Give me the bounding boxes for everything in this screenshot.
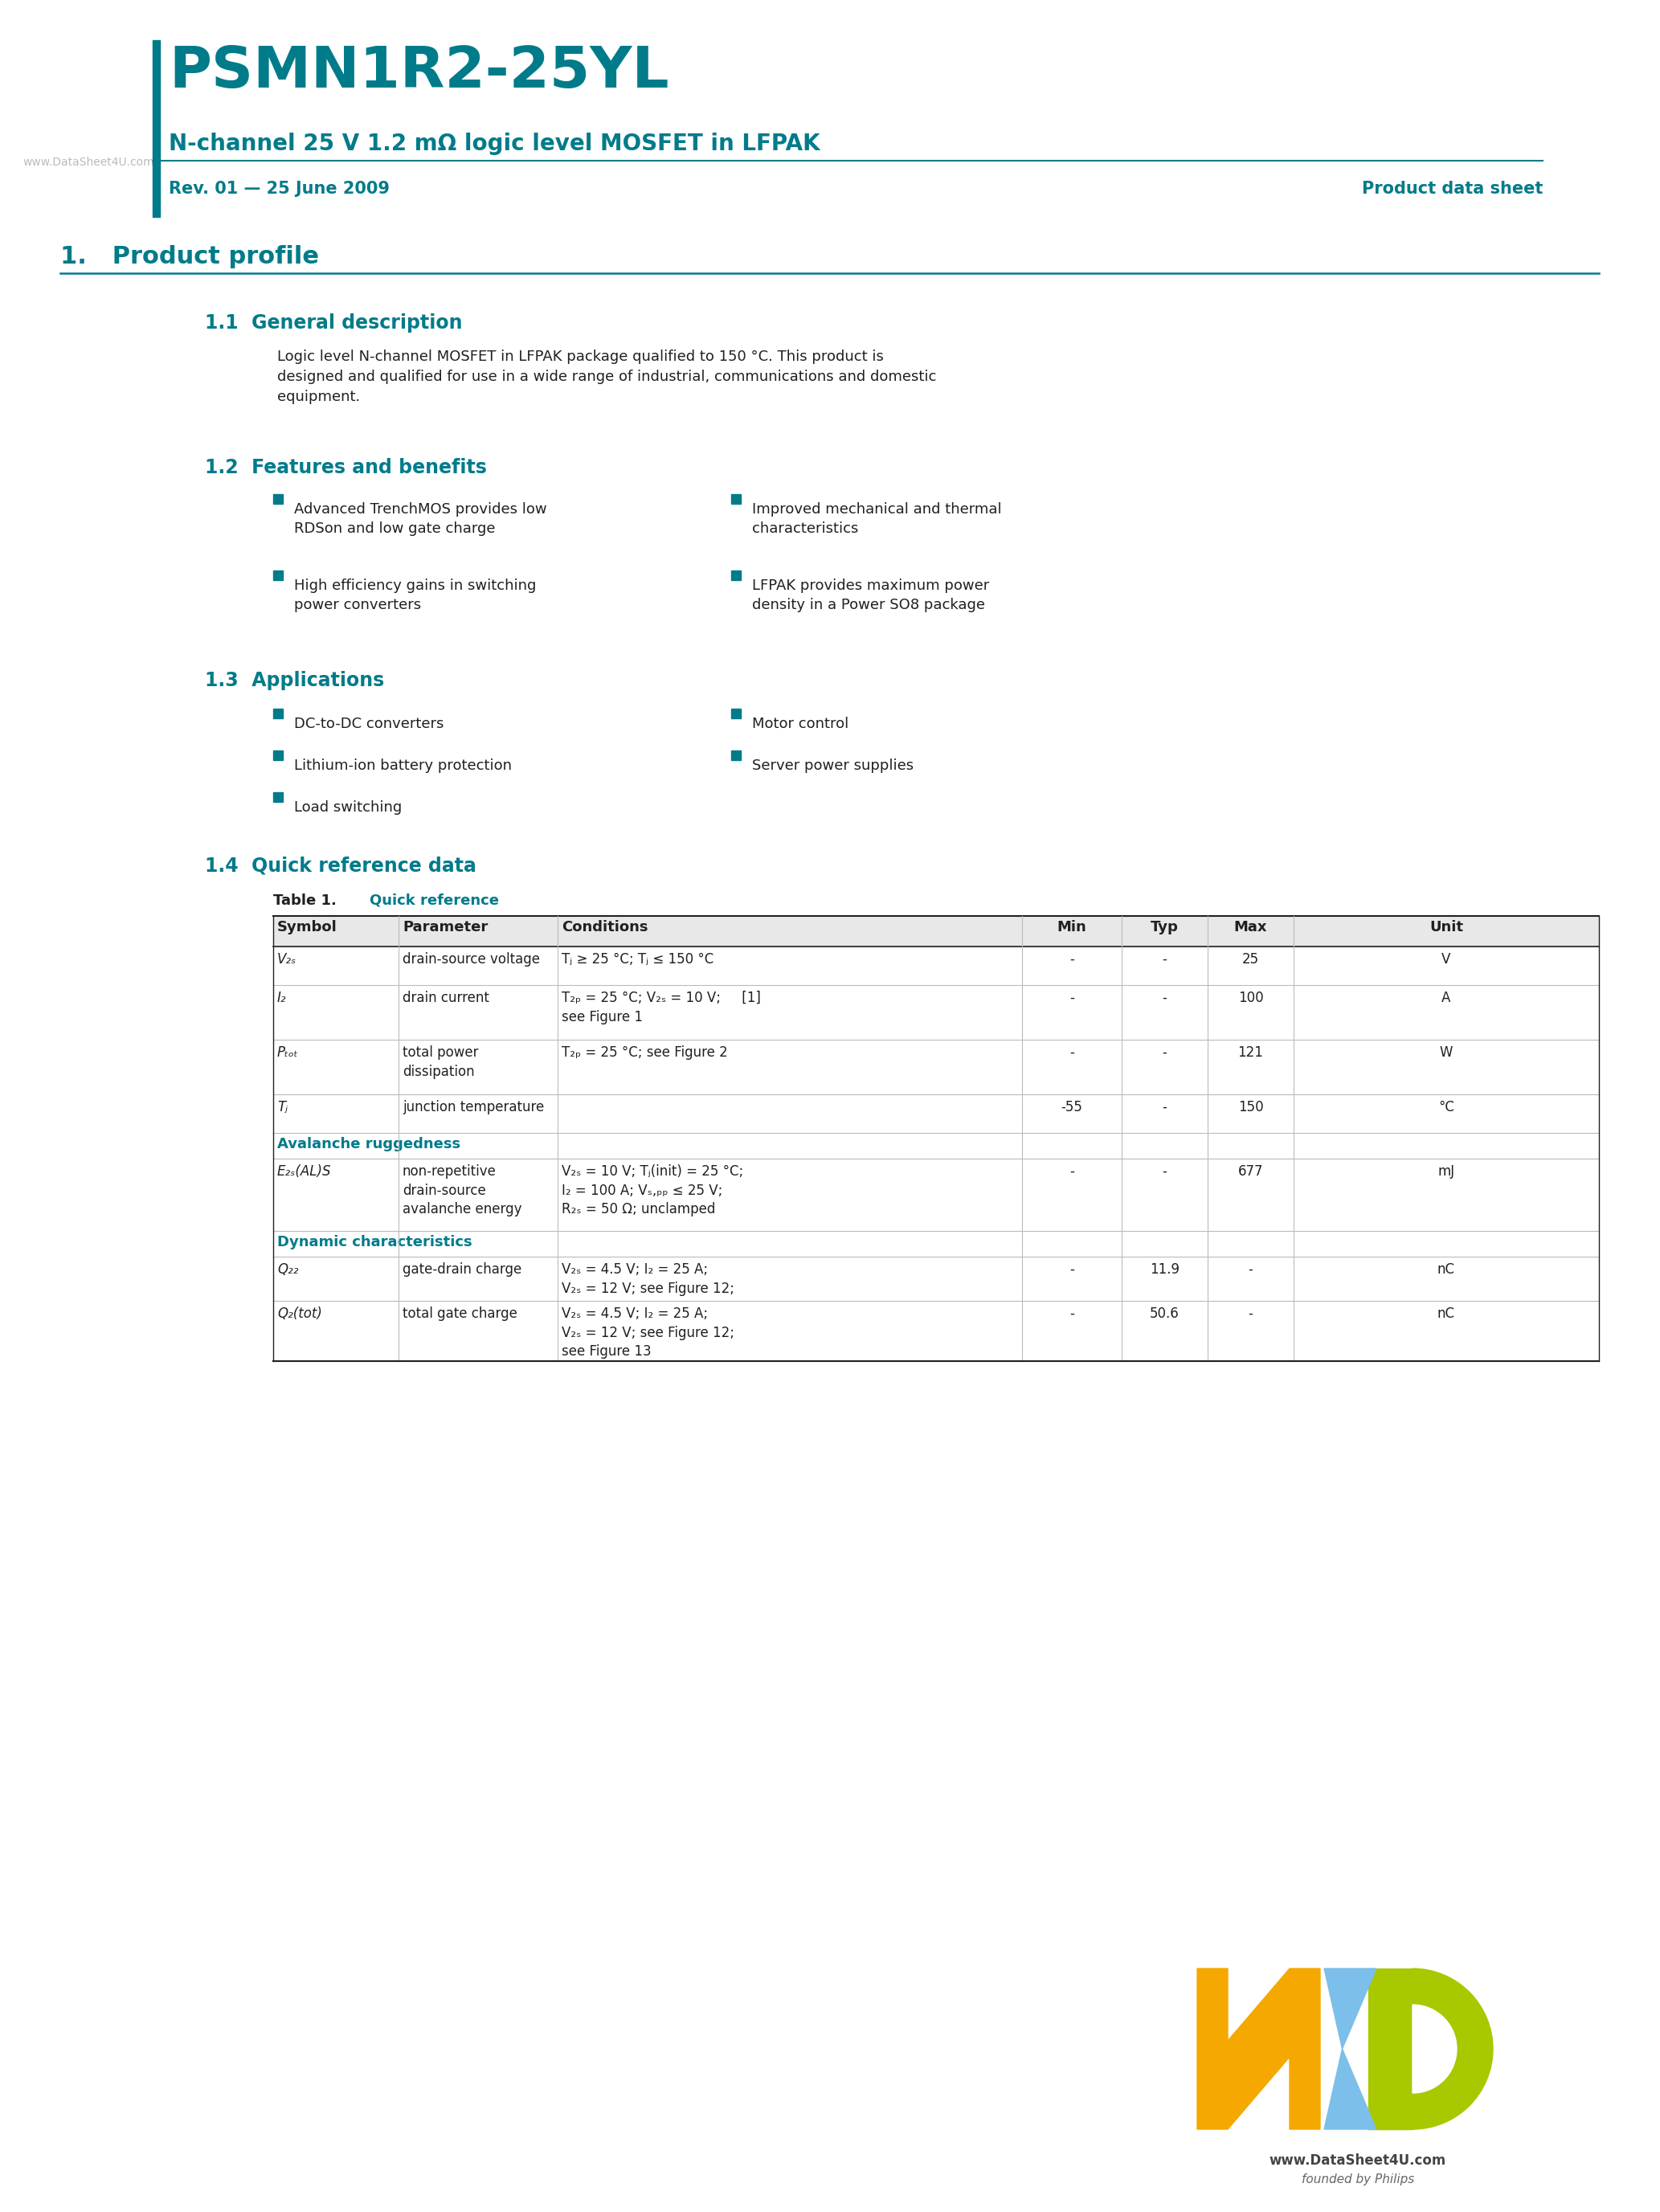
Text: Unit: Unit (1429, 920, 1462, 933)
Text: www.DataSheet4U.com: www.DataSheet4U.com (23, 157, 154, 168)
Text: V₂ₛ = 4.5 V; I₂ = 25 A;
V₂ₛ = 12 V; see Figure 12;
see Figure 13: V₂ₛ = 4.5 V; I₂ = 25 A; V₂ₛ = 12 V; see … (561, 1307, 734, 1358)
Text: 1.3  Applications: 1.3 Applications (204, 670, 383, 690)
Text: V₂ₛ = 10 V; Tⱼ(init) = 25 °C;
I₂ = 100 A; Vₛ,ₚₚ ≤ 25 V;
R₂ₛ = 50 Ω; unclamped: V₂ₛ = 10 V; Tⱼ(init) = 25 °C; I₂ = 100 A… (561, 1164, 744, 1217)
Text: total gate charge: total gate charge (402, 1307, 518, 1321)
Text: Rev. 01 — 25 June 2009: Rev. 01 — 25 June 2009 (169, 181, 390, 197)
Text: Table 1.: Table 1. (274, 894, 337, 907)
Bar (274, 1301, 1599, 1360)
Text: Load switching: Load switching (294, 801, 402, 814)
Text: Product data sheet: Product data sheet (1361, 181, 1542, 197)
Wedge shape (1413, 2004, 1457, 2093)
Bar (274, 708, 282, 719)
Text: -: - (1162, 1046, 1167, 1060)
Text: E₂ₛ(AL)S: E₂ₛ(AL)S (277, 1164, 332, 1179)
Text: gate-drain charge: gate-drain charge (402, 1263, 521, 1276)
Bar (274, 947, 1599, 984)
Text: 121: 121 (1238, 1046, 1263, 1060)
Text: Motor control: Motor control (752, 717, 848, 732)
Text: I₂: I₂ (277, 991, 287, 1004)
Text: 11.9: 11.9 (1150, 1263, 1180, 1276)
Text: Lithium-ion battery protection: Lithium-ion battery protection (294, 759, 511, 772)
Text: V: V (1441, 951, 1451, 967)
Bar (730, 708, 740, 719)
Text: A: A (1441, 991, 1451, 1004)
Bar (153, 40, 159, 217)
Text: -: - (1069, 991, 1074, 1004)
Bar (274, 1159, 1599, 1230)
Text: total power
dissipation: total power dissipation (402, 1046, 478, 1079)
Text: -: - (1248, 1263, 1253, 1276)
Bar (274, 750, 282, 761)
Text: -55: -55 (1061, 1099, 1082, 1115)
Text: 150: 150 (1238, 1099, 1263, 1115)
Bar (274, 1230, 1599, 1256)
Polygon shape (1325, 2048, 1376, 2130)
Text: drain-source voltage: drain-source voltage (402, 951, 540, 967)
Text: junction temperature: junction temperature (402, 1099, 544, 1115)
Text: 100: 100 (1238, 991, 1263, 1004)
Text: Avalanche ruggedness: Avalanche ruggedness (277, 1137, 460, 1152)
Text: 1.   Product profile: 1. Product profile (60, 246, 319, 268)
Bar (274, 571, 282, 580)
Text: Advanced TrenchMOS provides low
RDSon and low gate charge: Advanced TrenchMOS provides low RDSon an… (294, 502, 546, 535)
Text: nC: nC (1438, 1307, 1456, 1321)
Text: V₂ₛ = 4.5 V; I₂ = 25 A;
V₂ₛ = 12 V; see Figure 12;: V₂ₛ = 4.5 V; I₂ = 25 A; V₂ₛ = 12 V; see … (561, 1263, 734, 1296)
Text: T₂ₚ = 25 °C; V₂ₛ = 10 V;     [1]
see Figure 1: T₂ₚ = 25 °C; V₂ₛ = 10 V; [1] see Figure … (561, 991, 760, 1024)
Text: Tⱼ ≥ 25 °C; Tⱼ ≤ 150 °C: Tⱼ ≥ 25 °C; Tⱼ ≤ 150 °C (561, 951, 714, 967)
Bar (730, 493, 740, 504)
Text: drain current: drain current (402, 991, 490, 1004)
Wedge shape (1413, 1969, 1492, 2130)
Text: Conditions: Conditions (561, 920, 647, 933)
Text: Q₂(tot): Q₂(tot) (277, 1307, 322, 1321)
Bar (1368, 1969, 1413, 2130)
Bar (274, 1133, 1599, 1159)
Bar (274, 1040, 1599, 1095)
Text: 1.2  Features and benefits: 1.2 Features and benefits (204, 458, 486, 478)
Text: N-channel 25 V 1.2 mΩ logic level MOSFET in LFPAK: N-channel 25 V 1.2 mΩ logic level MOSFET… (169, 133, 820, 155)
Text: -: - (1069, 1164, 1074, 1179)
Text: Max: Max (1233, 920, 1267, 933)
Text: -: - (1162, 951, 1167, 967)
Text: Min: Min (1057, 920, 1087, 933)
Text: -: - (1162, 1099, 1167, 1115)
Text: Tⱼ: Tⱼ (277, 1099, 287, 1115)
Bar (274, 1095, 1599, 1133)
Text: www.DataSheet4U.com: www.DataSheet4U.com (1270, 2152, 1446, 2168)
Bar (274, 1256, 1599, 1301)
Text: V₂ₛ: V₂ₛ (277, 951, 297, 967)
Bar (274, 984, 1599, 1040)
Text: °C: °C (1438, 1099, 1454, 1115)
Text: 677: 677 (1238, 1164, 1263, 1179)
Bar (730, 571, 740, 580)
Text: T₂ₚ = 25 °C; see Figure 2: T₂ₚ = 25 °C; see Figure 2 (561, 1046, 727, 1060)
Text: 25: 25 (1242, 951, 1260, 967)
Text: PSMN1R2-25YL: PSMN1R2-25YL (169, 44, 669, 100)
Text: nC: nC (1438, 1263, 1456, 1276)
Text: mJ: mJ (1438, 1164, 1454, 1179)
Text: -: - (1069, 1046, 1074, 1060)
Text: Quick reference: Quick reference (370, 894, 500, 907)
Text: Logic level N-channel MOSFET in LFPAK package qualified to 150 °C. This product : Logic level N-channel MOSFET in LFPAK pa… (277, 349, 936, 405)
Text: Improved mechanical and thermal
characteristics: Improved mechanical and thermal characte… (752, 502, 1001, 535)
Text: -: - (1248, 1307, 1253, 1321)
Bar (274, 916, 1599, 947)
Text: Typ: Typ (1150, 920, 1179, 933)
Text: Symbol: Symbol (277, 920, 337, 933)
Text: -: - (1069, 1263, 1074, 1276)
Text: Parameter: Parameter (402, 920, 488, 933)
Text: Q₂₂: Q₂₂ (277, 1263, 299, 1276)
Polygon shape (1325, 1969, 1376, 2048)
Text: 1.1  General description: 1.1 General description (204, 314, 463, 332)
Text: W: W (1439, 1046, 1452, 1060)
Text: DC-to-DC converters: DC-to-DC converters (294, 717, 443, 732)
Text: founded by Philips: founded by Philips (1301, 2174, 1414, 2185)
Text: -: - (1162, 991, 1167, 1004)
Text: Pₜₒₜ: Pₜₒₜ (277, 1046, 299, 1060)
Text: High efficiency gains in switching
power converters: High efficiency gains in switching power… (294, 580, 536, 613)
Bar (274, 792, 282, 803)
Bar (730, 750, 740, 761)
Text: -: - (1069, 1307, 1074, 1321)
Text: -: - (1162, 1164, 1167, 1179)
Polygon shape (1197, 1969, 1320, 2130)
Text: Server power supplies: Server power supplies (752, 759, 913, 772)
